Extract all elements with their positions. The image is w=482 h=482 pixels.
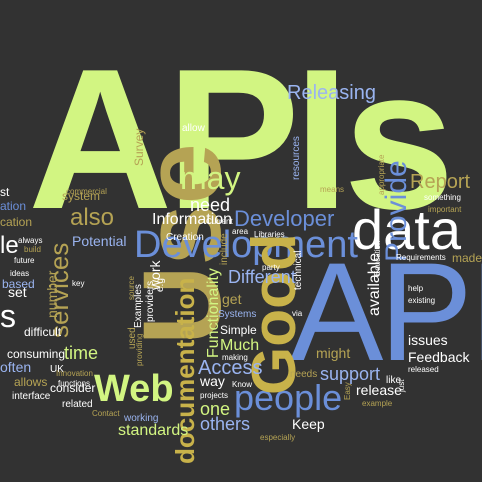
word-difficult-44: difficult — [24, 325, 62, 339]
word-working-83: working — [124, 413, 159, 424]
word-often-42: often — [0, 359, 32, 375]
word-example-90: example — [362, 399, 393, 408]
word-need-16: need — [190, 195, 231, 215]
word-keep-37: Keep — [292, 416, 325, 432]
word-interface-81: interface — [12, 391, 51, 402]
word-one-36: one — [200, 399, 231, 419]
word-survey-24: Survey — [132, 128, 146, 166]
word-know-86: Know — [232, 380, 253, 389]
word-ideas-74: ideas — [10, 269, 30, 278]
word-feedback-30: Feedback — [408, 349, 470, 365]
word-apis-0: APIs — [28, 28, 455, 251]
word-appropriate-67: appropriate — [377, 154, 386, 195]
word-access-23: Access — [198, 357, 263, 379]
word-consuming-41: consuming — [7, 347, 66, 361]
word-education-61: Education — [373, 240, 382, 276]
word-means-66: means — [320, 185, 345, 194]
word-time-20: time — [64, 343, 99, 363]
word-system-40: system — [62, 189, 101, 203]
word-different-18: Different — [228, 267, 296, 287]
word-allows-46: allows — [14, 375, 48, 389]
word-developer-13: Developer — [234, 206, 335, 231]
word-cation-50: cation — [0, 215, 33, 229]
word-also-14: also — [70, 204, 115, 231]
word-information-17: Information — [152, 211, 233, 228]
word-st-51: st — [0, 185, 10, 199]
word-something-68: something — [424, 193, 461, 202]
word-needs-87: needs — [290, 369, 318, 380]
word-way-35: way — [200, 373, 225, 389]
word-development-4: Development — [134, 224, 358, 266]
word-important-69: important — [428, 205, 462, 214]
word-source-98: source — [127, 275, 136, 300]
word-contact-82: Contact — [92, 409, 120, 418]
word-made-48: made — [452, 251, 482, 265]
word-innovation-100: Innovation — [56, 369, 93, 378]
word-functions-80: functions — [58, 379, 91, 388]
word-s-53: s — [0, 298, 16, 334]
word-libraries-65: Libraries — [254, 230, 285, 239]
word-requirements-70: Requirements — [396, 253, 446, 262]
word-area-64: area — [232, 227, 249, 236]
word-others-21: others — [200, 414, 251, 434]
word-number-27: number — [44, 270, 60, 318]
word-web-6: Web — [94, 368, 174, 410]
word-support-19: support — [320, 364, 381, 384]
word-uk-78: UK — [50, 364, 64, 375]
word-standards-22: standards — [118, 422, 189, 439]
word-systems-57: Systems — [218, 309, 257, 320]
word-report-15: Report — [410, 171, 471, 193]
word-released-91: released — [408, 365, 439, 374]
word-via-96: via — [292, 309, 303, 318]
word-api-1: API — [290, 233, 482, 390]
word-resources-59: resources — [291, 136, 302, 180]
word-projects-84: projects — [200, 391, 229, 400]
word-might-33: might — [316, 345, 351, 361]
word-current-63: Current — [206, 217, 233, 226]
word-help-93: help — [408, 284, 424, 293]
word-le-52: le — [0, 232, 19, 259]
word-include-58: include — [219, 233, 230, 265]
word-release-31: release — [356, 382, 402, 398]
word-technical-60: technical — [293, 250, 304, 290]
word-consider-43: consider — [50, 381, 96, 395]
word-ation-49: ation — [0, 199, 27, 213]
word-set-45: set — [8, 284, 27, 300]
word-especially-88: especially — [260, 433, 296, 442]
word-issues-29: issues — [408, 332, 448, 348]
word-party-95: party — [262, 263, 280, 272]
word-data-2: data — [352, 198, 461, 261]
word-get-38: get — [222, 291, 242, 307]
word-creation-62: Creation — [166, 232, 204, 243]
word-build-73: build — [24, 245, 41, 254]
word-easy-89: Easy — [343, 382, 352, 400]
word-may-8: may — [180, 160, 241, 196]
word-always-72: always — [18, 236, 43, 245]
word-provide-10: Provide — [380, 160, 413, 262]
word-commercial-71: commercial — [66, 187, 107, 196]
word-making-85: making — [222, 353, 248, 362]
word-existing-94: existing — [408, 296, 436, 305]
word-future-76: future — [14, 256, 35, 265]
word-potential-32: Potential — [72, 233, 127, 249]
word-releasing-12: Releasing — [287, 82, 376, 104]
word-just-97: just — [397, 379, 406, 392]
word-based-75: based — [2, 277, 35, 291]
word-providing-99: providing — [135, 333, 144, 366]
word-much-34: Much — [220, 337, 260, 354]
word-related-79: related — [62, 399, 93, 410]
word-e-g-56: e.g — [155, 278, 166, 292]
word-like-92: like — [386, 375, 402, 386]
word-simple-39: Simple — [220, 323, 257, 337]
word-people-5: people — [234, 377, 343, 418]
word-key-101: key — [72, 279, 85, 288]
word-allow-47: allow — [182, 123, 205, 134]
